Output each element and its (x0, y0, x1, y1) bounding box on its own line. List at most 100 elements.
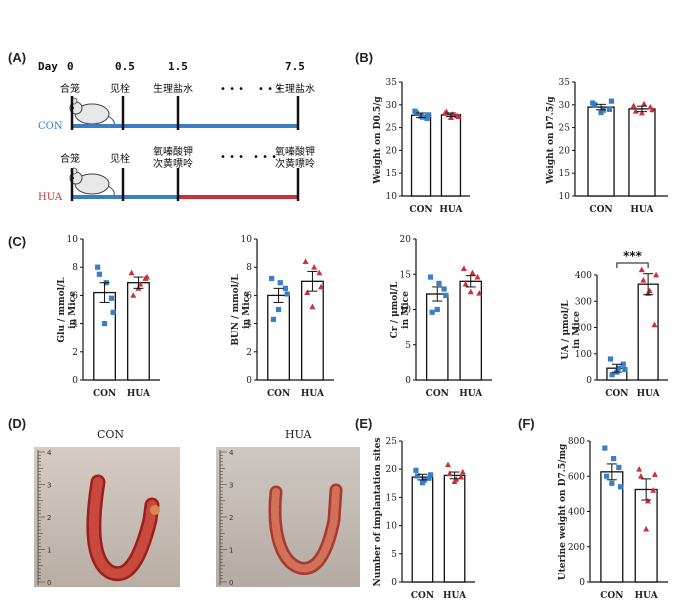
data-point-con (95, 264, 101, 270)
bar-hua (443, 474, 466, 583)
hua-label-oxonate-end: 氧嗪酸钾 (275, 145, 315, 158)
data-point-hua (641, 100, 648, 107)
data-point-con (277, 280, 283, 286)
data-point-hua (637, 473, 644, 479)
bar-hua (628, 108, 656, 197)
data-point-hua (651, 471, 658, 477)
data-point-hua (144, 273, 151, 280)
bar-hua (637, 283, 659, 381)
data-point-hua (460, 265, 467, 272)
y-tick-label: 0 (579, 578, 585, 588)
bar-con (410, 114, 432, 197)
data-point-hua (630, 102, 637, 109)
y-tick-label: 30 (559, 101, 571, 111)
y-tick-label: 400 (568, 508, 585, 518)
bar-hua (301, 280, 324, 381)
chart-bun: 0 2 4 6 8 10 BUN / mmol/L in Mice CON HUA (231, 235, 334, 399)
con-label-mating: 合笼 (60, 82, 80, 95)
data-point-con (617, 484, 624, 490)
ruler-number: 3 (47, 482, 51, 490)
data-point-con (101, 321, 108, 327)
data-point-hua (302, 258, 309, 264)
data-point-hua (649, 106, 656, 113)
data-point-hua (469, 269, 476, 276)
category-label-hua: HUA (630, 205, 654, 215)
data-point-con (282, 285, 289, 291)
data-point-hua (467, 288, 474, 295)
y-tick-label: 20 (386, 146, 398, 156)
ruler-number: 1 (47, 547, 51, 555)
data-point-hua (311, 264, 318, 270)
bar-hua (440, 114, 462, 197)
data-point-con (622, 366, 628, 373)
panel-label-a: (A) (8, 50, 26, 65)
bar-con (587, 106, 615, 197)
hua-dots-2: • • • (253, 152, 277, 163)
data-point-hua (304, 289, 311, 295)
hua-label-oxonate-start: 氧嗪酸钾 (153, 145, 193, 158)
con-dots: • • • (220, 84, 244, 95)
data-point-con (269, 275, 275, 282)
y-tick-label: 6 (246, 291, 252, 301)
timeline-day-0: 0 (67, 60, 74, 73)
data-point-con (615, 365, 622, 371)
y-tick-label: 0 (72, 376, 78, 386)
bar-hua (459, 280, 483, 381)
data-point-con (606, 106, 612, 112)
data-point-hua (316, 269, 323, 276)
y-tick-label: 10 (241, 235, 253, 245)
ruler-number: 2 (47, 514, 51, 522)
data-point-con (427, 274, 434, 280)
data-point-hua (632, 107, 639, 114)
y-tick-label: 20 (386, 465, 398, 475)
data-point-con (609, 372, 615, 378)
data-point-con (424, 115, 430, 122)
data-point-con (609, 480, 615, 486)
timeline-day-7-5: 7.5 (285, 60, 305, 73)
y-tick-label: 15 (400, 270, 412, 280)
data-point-hua (128, 269, 135, 276)
category-label-con: CON (589, 205, 612, 215)
y-tick-label: 0 (246, 376, 252, 386)
data-point-con (96, 271, 102, 277)
y-tick-label: 100 (575, 350, 592, 360)
y-tick-label: 20 (400, 235, 412, 245)
data-point-con (414, 473, 421, 479)
panel-label-e: (E) (355, 416, 372, 431)
chart-cr: 0 5 10 15 20 Cr / μmol/L in Mice CON HUA (390, 235, 492, 399)
category-label-con: CON (411, 591, 434, 601)
data-point-con (421, 477, 427, 484)
data-point-con (413, 467, 419, 473)
ruler-number: 4 (47, 449, 52, 457)
ruler-number: 3 (229, 482, 233, 490)
y-tick-label: 8 (246, 263, 252, 273)
data-point-hua (446, 470, 453, 477)
chart-glu: 0 2 4 6 8 10 Glu / mmol/L in Mice CON HUA (57, 235, 160, 399)
significance-label: *** (623, 249, 643, 263)
data-point-con (607, 356, 614, 362)
y-tick-label: 4 (72, 320, 78, 330)
hua-label-hypoxanthine-start: 次黄嘌呤 (153, 157, 193, 170)
data-point-con (426, 112, 432, 118)
y-tick-label: 300 (575, 297, 592, 307)
photo-title-hua: HUA (285, 428, 313, 441)
bar-con (425, 293, 449, 381)
y-tick-label: 30 (386, 101, 398, 111)
y-tick-label: 35 (386, 78, 398, 88)
category-label-hua: HUA (637, 389, 661, 399)
y-tick-label: 10 (400, 306, 412, 316)
data-point-con (616, 464, 622, 471)
chart-ua: 0 100 200 300 400 UA / μmol/L in Mice CON HUA *** (561, 249, 668, 399)
y-axis-label-2: in Mice (68, 291, 78, 329)
data-point-hua (650, 487, 657, 493)
timeline-day-1-5: 1.5 (168, 60, 188, 73)
y-axis-label-2: in Mice (572, 311, 582, 349)
data-point-hua (462, 280, 469, 287)
y-axis-label: Uterine weight on D7.5/mg (558, 443, 568, 580)
data-point-hua (318, 283, 325, 290)
y-tick-label: 5 (391, 550, 397, 560)
y-tick-label: 200 (568, 543, 585, 553)
